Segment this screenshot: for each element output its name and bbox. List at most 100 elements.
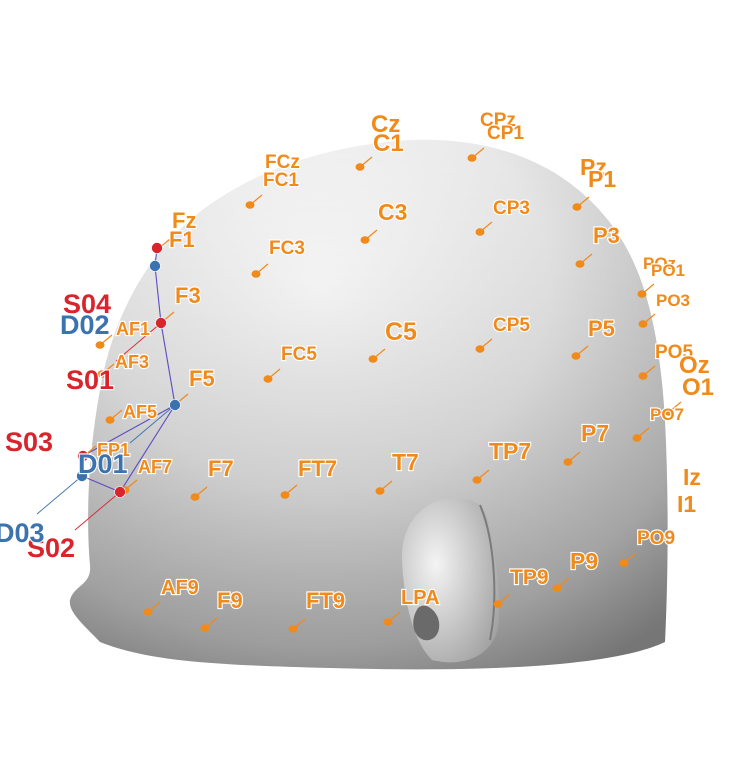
electrode-label-ft9: FT9 — [306, 588, 345, 613]
electrode-tick-cp1 — [471, 147, 485, 159]
electrode-label-p7: P7 — [581, 420, 609, 446]
electrode-tick-tp9 — [497, 593, 511, 605]
electrode-tick-po7 — [636, 427, 650, 439]
electrode-label-tp9: TP9 — [510, 566, 549, 589]
electrode-label-c3: C3 — [378, 199, 407, 225]
electrode-tick-po9 — [623, 552, 637, 564]
electrode-tick-ft7 — [284, 484, 298, 496]
electrode-tick-tp7 — [476, 469, 490, 481]
electrode-tick-p9 — [556, 577, 570, 589]
electrode-label-pz: Pz — [580, 154, 607, 180]
electrode-label-fc5: FC5 — [281, 344, 317, 365]
source-label-s02: S02 — [27, 533, 75, 563]
detector-label-d02: D02 — [60, 310, 110, 340]
source-marker-s01 — [155, 317, 167, 329]
optode-leader-line — [129, 404, 176, 444]
electrode-label-af5: AF5 — [123, 402, 157, 422]
electrode-tick-p3 — [579, 253, 593, 265]
electrode-label-po9: PO9 — [637, 528, 675, 549]
electrode-label-po5: PO5 — [655, 342, 693, 363]
electrode-label-f9: F9 — [217, 588, 243, 613]
channel-line-s01-d01 — [160, 322, 176, 406]
electrode-label-cp3: CP3 — [493, 198, 530, 219]
electrode-tick-po1 — [641, 283, 655, 295]
electrode-label-cp5: CP5 — [493, 315, 530, 336]
electrode-tick-c3 — [364, 229, 378, 241]
electrode-tick-f7 — [194, 486, 208, 498]
eeg-electrode-dots — [79, 147, 682, 633]
optode-leader-line — [115, 322, 162, 362]
electrode-label-p9: P9 — [570, 548, 598, 574]
detector-marker-d03 — [76, 470, 88, 482]
detector-label-d03: D03 — [0, 518, 45, 548]
electrode-label-po7: PO7 — [650, 405, 684, 424]
electrode-tick-af9 — [147, 601, 161, 613]
electrode-tick-fc1 — [249, 194, 263, 206]
electrode-label-c5: C5 — [385, 318, 417, 346]
electrode-label-fcz: FCz — [265, 152, 300, 173]
electrode-tick-ft9 — [292, 618, 306, 630]
electrode-label-fp1: FP1 — [97, 440, 130, 460]
electrode-label-lpa: LPA — [401, 587, 440, 609]
electrode-label-f3: F3 — [175, 283, 201, 308]
detector-label-d01: D01 — [78, 449, 128, 479]
electrode-label-i1: I1 — [677, 491, 696, 517]
electrode-label-po1: PO1 — [651, 261, 685, 280]
head-surface — [69, 139, 668, 670]
electrode-label-af9: AF9 — [161, 577, 199, 599]
electrode-label-iz: Iz — [683, 464, 701, 490]
channel-line-s01-d02 — [154, 265, 162, 324]
electrode-tick-cp5 — [479, 338, 493, 350]
source-label-s03: S03 — [5, 427, 53, 457]
electrode-label-p1: P1 — [588, 166, 616, 192]
source-marker-s02 — [114, 486, 126, 498]
electrode-tick-p5 — [575, 345, 589, 357]
optode-leader-line — [36, 475, 83, 515]
electrode-tick-lpa — [387, 611, 401, 623]
electrode-label-fz: Fz — [172, 208, 196, 233]
channel-line-s03-d01 — [82, 404, 176, 457]
source-marker-s03 — [77, 450, 89, 462]
electrode-label-fc1: FC1 — [263, 170, 299, 191]
optode-markers — [76, 242, 181, 498]
electrode-tick-af5 — [109, 409, 123, 421]
electrode-label-tp7: TP7 — [489, 438, 531, 464]
electrode-tick-p1 — [576, 196, 590, 208]
electrode-label-f7: F7 — [208, 456, 234, 481]
electrode-tick-p7 — [567, 451, 581, 463]
electrode-label-fc3: FC3 — [269, 238, 305, 259]
electrode-label-af1: AF1 — [116, 319, 150, 339]
source-marker-s04 — [151, 242, 163, 254]
detector-marker-d02 — [149, 260, 161, 272]
optode-leader-line — [74, 491, 121, 531]
electrode-label-poz: POz — [643, 254, 676, 273]
electrode-label-p5: P5 — [588, 316, 615, 341]
electrode-label-po3: PO3 — [656, 291, 690, 310]
electrode-tick-fc3 — [255, 263, 269, 275]
electrode-tick-af7 — [124, 479, 138, 491]
electrode-label-f1: F1 — [169, 227, 195, 252]
electrode-label-cp1: CP1 — [487, 123, 524, 144]
electrode-label-ft7: FT7 — [298, 456, 337, 481]
electrode-tick-af3 — [101, 363, 115, 375]
electrode-tick-c5 — [372, 348, 386, 360]
electrode-tick-t7 — [379, 480, 393, 492]
electrode-label-o1: O1 — [682, 374, 714, 401]
electrode-tick-po5 — [642, 365, 656, 377]
electrode-label-af7: AF7 — [138, 457, 172, 477]
electrode-tick-fc5 — [267, 368, 281, 380]
channel-line-s02-d03 — [81, 475, 121, 493]
electrode-label-f5: F5 — [189, 366, 215, 391]
electrode-label-af3: AF3 — [115, 352, 149, 372]
electrode-label-cpz: CPz — [480, 110, 516, 131]
electrode-tick-o1 — [668, 401, 682, 413]
channel-line-s02-d01 — [119, 404, 176, 493]
electrode-label-p3: P3 — [593, 223, 620, 248]
electrode-label-cz: Cz — [371, 111, 400, 138]
electrode-label-oz: Oz — [679, 352, 710, 379]
electrode-tick-c1 — [359, 156, 373, 168]
source-label-s01: S01 — [66, 365, 114, 395]
electrode-label-c1: C1 — [373, 130, 404, 157]
